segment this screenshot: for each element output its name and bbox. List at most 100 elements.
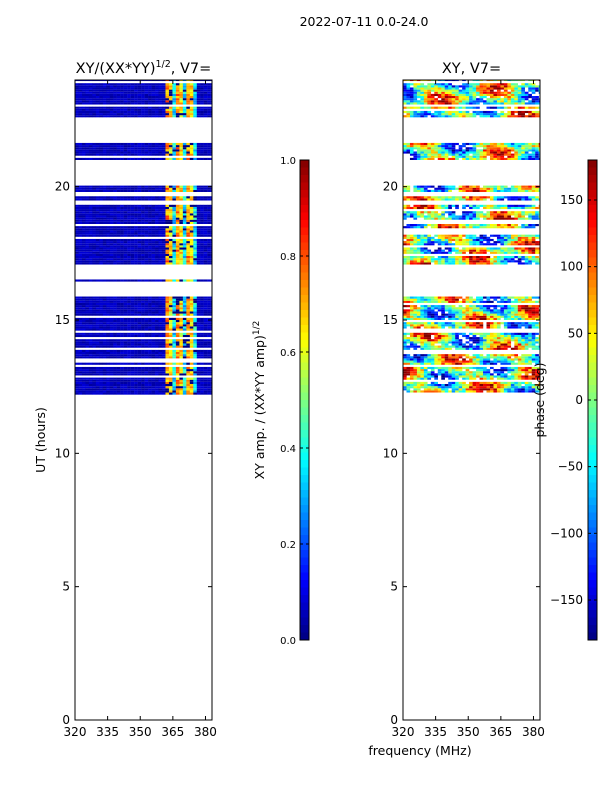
- x-tick-label: 320: [64, 725, 87, 739]
- colorbar-segment: [300, 295, 309, 303]
- colorbar-segment: [588, 370, 597, 378]
- y-axis-label: UT (hours): [33, 407, 48, 473]
- colorbar-segment: [300, 385, 309, 393]
- colorbar-segment: [300, 175, 309, 183]
- colorbar-segment: [300, 452, 309, 461]
- x-tick-label: 350: [457, 725, 480, 739]
- colorbar-segment: [300, 407, 309, 416]
- y-tick-label: 15: [383, 313, 398, 327]
- colorbar-frame: [299, 159, 310, 641]
- colorbar-segment: [300, 445, 309, 453]
- colorbar-phase: −150 −100 −50 0 50 100 150 phase (deg): [532, 159, 598, 641]
- colorbar-segment: [300, 287, 309, 296]
- colorbar-segment: [300, 475, 309, 483]
- colorbar-segment: [588, 257, 597, 266]
- colorbar-segment: [300, 190, 309, 198]
- colorbar-segment: [588, 475, 597, 483]
- colorbar-segment: [588, 602, 597, 611]
- colorbar-segment: [588, 175, 597, 183]
- colorbar-segment: [588, 460, 597, 468]
- colorbar-segment: [588, 355, 597, 363]
- x-tick-label: 380: [522, 725, 545, 739]
- colorbar-segment: [300, 595, 309, 603]
- colorbar-segment: [588, 467, 597, 476]
- x-tick-label: 335: [96, 725, 119, 739]
- colorbar-segment: [588, 587, 597, 596]
- colorbar-segment: [588, 422, 597, 431]
- colorbar-segment: [588, 182, 597, 191]
- colorbar-segment: [300, 325, 309, 333]
- colorbar-segment: [300, 272, 309, 281]
- colorbar-segment: [588, 437, 597, 446]
- colorbar-segment: [588, 227, 597, 236]
- colorbar-segment: [588, 317, 597, 326]
- colorbar-segment: [588, 497, 597, 506]
- colorbar-segment: [300, 460, 309, 468]
- colorbar-tick-label: 0.0: [280, 636, 296, 647]
- colorbar-segment: [588, 445, 597, 453]
- colorbar-segment: [588, 527, 597, 536]
- colorbar-tick-label: 0: [575, 393, 583, 407]
- colorbar-tick-label: −100: [550, 526, 583, 540]
- colorbar-segment: [300, 617, 309, 626]
- panel-title: XY/(XX*YY)1/2, V7=: [76, 59, 212, 77]
- colorbar-tick-label: 50: [568, 326, 583, 340]
- colorbar-segment: [588, 160, 597, 168]
- x-tick-label: 350: [129, 725, 152, 739]
- colorbar-tick-label: 0.6: [280, 348, 296, 359]
- colorbar-segment: [588, 235, 597, 243]
- colorbar-segment: [300, 505, 309, 513]
- y-tick-label: 10: [383, 446, 398, 460]
- x-tick-label: 320: [392, 725, 415, 739]
- colorbar-segment: [300, 610, 309, 618]
- colorbar-segment: [300, 565, 309, 573]
- colorbar-segment: [588, 302, 597, 311]
- colorbar-segment: [588, 347, 597, 356]
- colorbar-segment: [300, 340, 309, 348]
- colorbar-segment: [300, 550, 309, 558]
- colorbar-segment: [588, 362, 597, 371]
- colorbar-segment: [300, 242, 309, 251]
- colorbar-segment: [300, 220, 309, 228]
- colorbar-segment: [300, 302, 309, 311]
- colorbar-segment: [300, 280, 309, 288]
- colorbar-segment: [300, 377, 309, 386]
- colorbar-segment: [588, 565, 597, 573]
- colorbar-segment: [300, 362, 309, 371]
- y-tick-label: 20: [55, 180, 70, 194]
- colorbar-segment: [300, 557, 309, 566]
- colorbar-segment: [588, 242, 597, 251]
- colorbar-segment: [300, 482, 309, 491]
- colorbar-segment: [588, 340, 597, 348]
- colorbar-tick-label: −50: [558, 460, 583, 474]
- panel-amplitude: 320 335 350 365 380 0 5 10 15 20 XY/(XX*YY)1/2, V7…: [33, 59, 217, 739]
- y-tick-label: 5: [62, 580, 70, 594]
- colorbar-segment: [588, 452, 597, 461]
- colorbar-segment: [300, 370, 309, 378]
- colorbar-segment: [588, 535, 597, 543]
- y-tick-label: 15: [55, 313, 70, 327]
- colorbar-segment: [300, 422, 309, 431]
- x-tick-label: 365: [161, 725, 184, 739]
- colorbar-segment: [300, 317, 309, 326]
- colorbar-tick-label: 1.0: [280, 156, 296, 167]
- colorbar-segment: [300, 632, 309, 641]
- colorbar-segment: [300, 212, 309, 221]
- colorbar-segment: [300, 587, 309, 596]
- x-axis-label: frequency (MHz): [368, 743, 471, 758]
- colorbar-segment: [300, 205, 309, 213]
- colorbar-segment: [588, 220, 597, 228]
- colorbar-segment: [300, 392, 309, 401]
- colorbar-segment: [300, 257, 309, 266]
- heatmap-amp: [75, 80, 212, 395]
- colorbar-segment: [588, 505, 597, 513]
- colorbar-segment: [588, 385, 597, 393]
- colorbar-label: XY amp. / (XX*YY amp)1/2: [252, 321, 267, 480]
- colorbar-segment: [588, 625, 597, 633]
- colorbar-segment: [588, 197, 597, 206]
- colorbar-segment: [588, 542, 597, 551]
- colorbar-segment: [588, 167, 597, 176]
- colorbar-segment: [588, 190, 597, 198]
- colorbar-segment: [300, 167, 309, 176]
- y-tick-label: 0: [62, 713, 70, 727]
